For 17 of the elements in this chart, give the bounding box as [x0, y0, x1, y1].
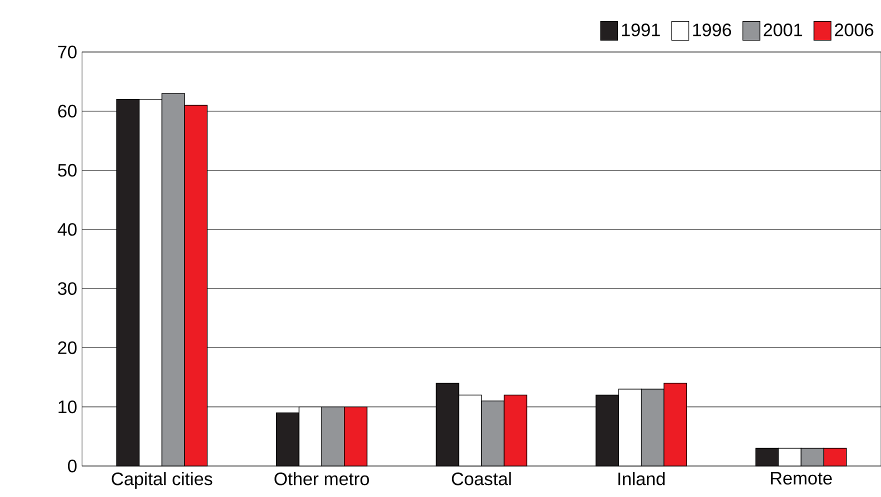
y-tick-label: 60 [58, 104, 77, 118]
y-tick-label: 70 [58, 46, 77, 58]
y-tick-label: 30 [58, 282, 77, 295]
y-tick-label: 0 [68, 460, 77, 472]
x-tick-label: Remote [771, 472, 832, 485]
y-tick-label: 50 [58, 164, 77, 177]
x-tick-label: Other metro [274, 472, 369, 486]
legend-label: 1996 [693, 24, 732, 36]
y-tick-label: 40 [58, 223, 77, 236]
x-tick-label: Capital cities [112, 472, 212, 489]
x-tick-label: Coastal [452, 472, 511, 486]
x-tick-label: Inland [618, 472, 665, 486]
legend-label: 1991 [622, 24, 660, 36]
legend-label: 2001 [764, 24, 802, 36]
y-tick-label: 20 [58, 341, 77, 354]
y-tick-label: 10 [58, 400, 77, 414]
legend-label: 2006 [834, 24, 874, 36]
